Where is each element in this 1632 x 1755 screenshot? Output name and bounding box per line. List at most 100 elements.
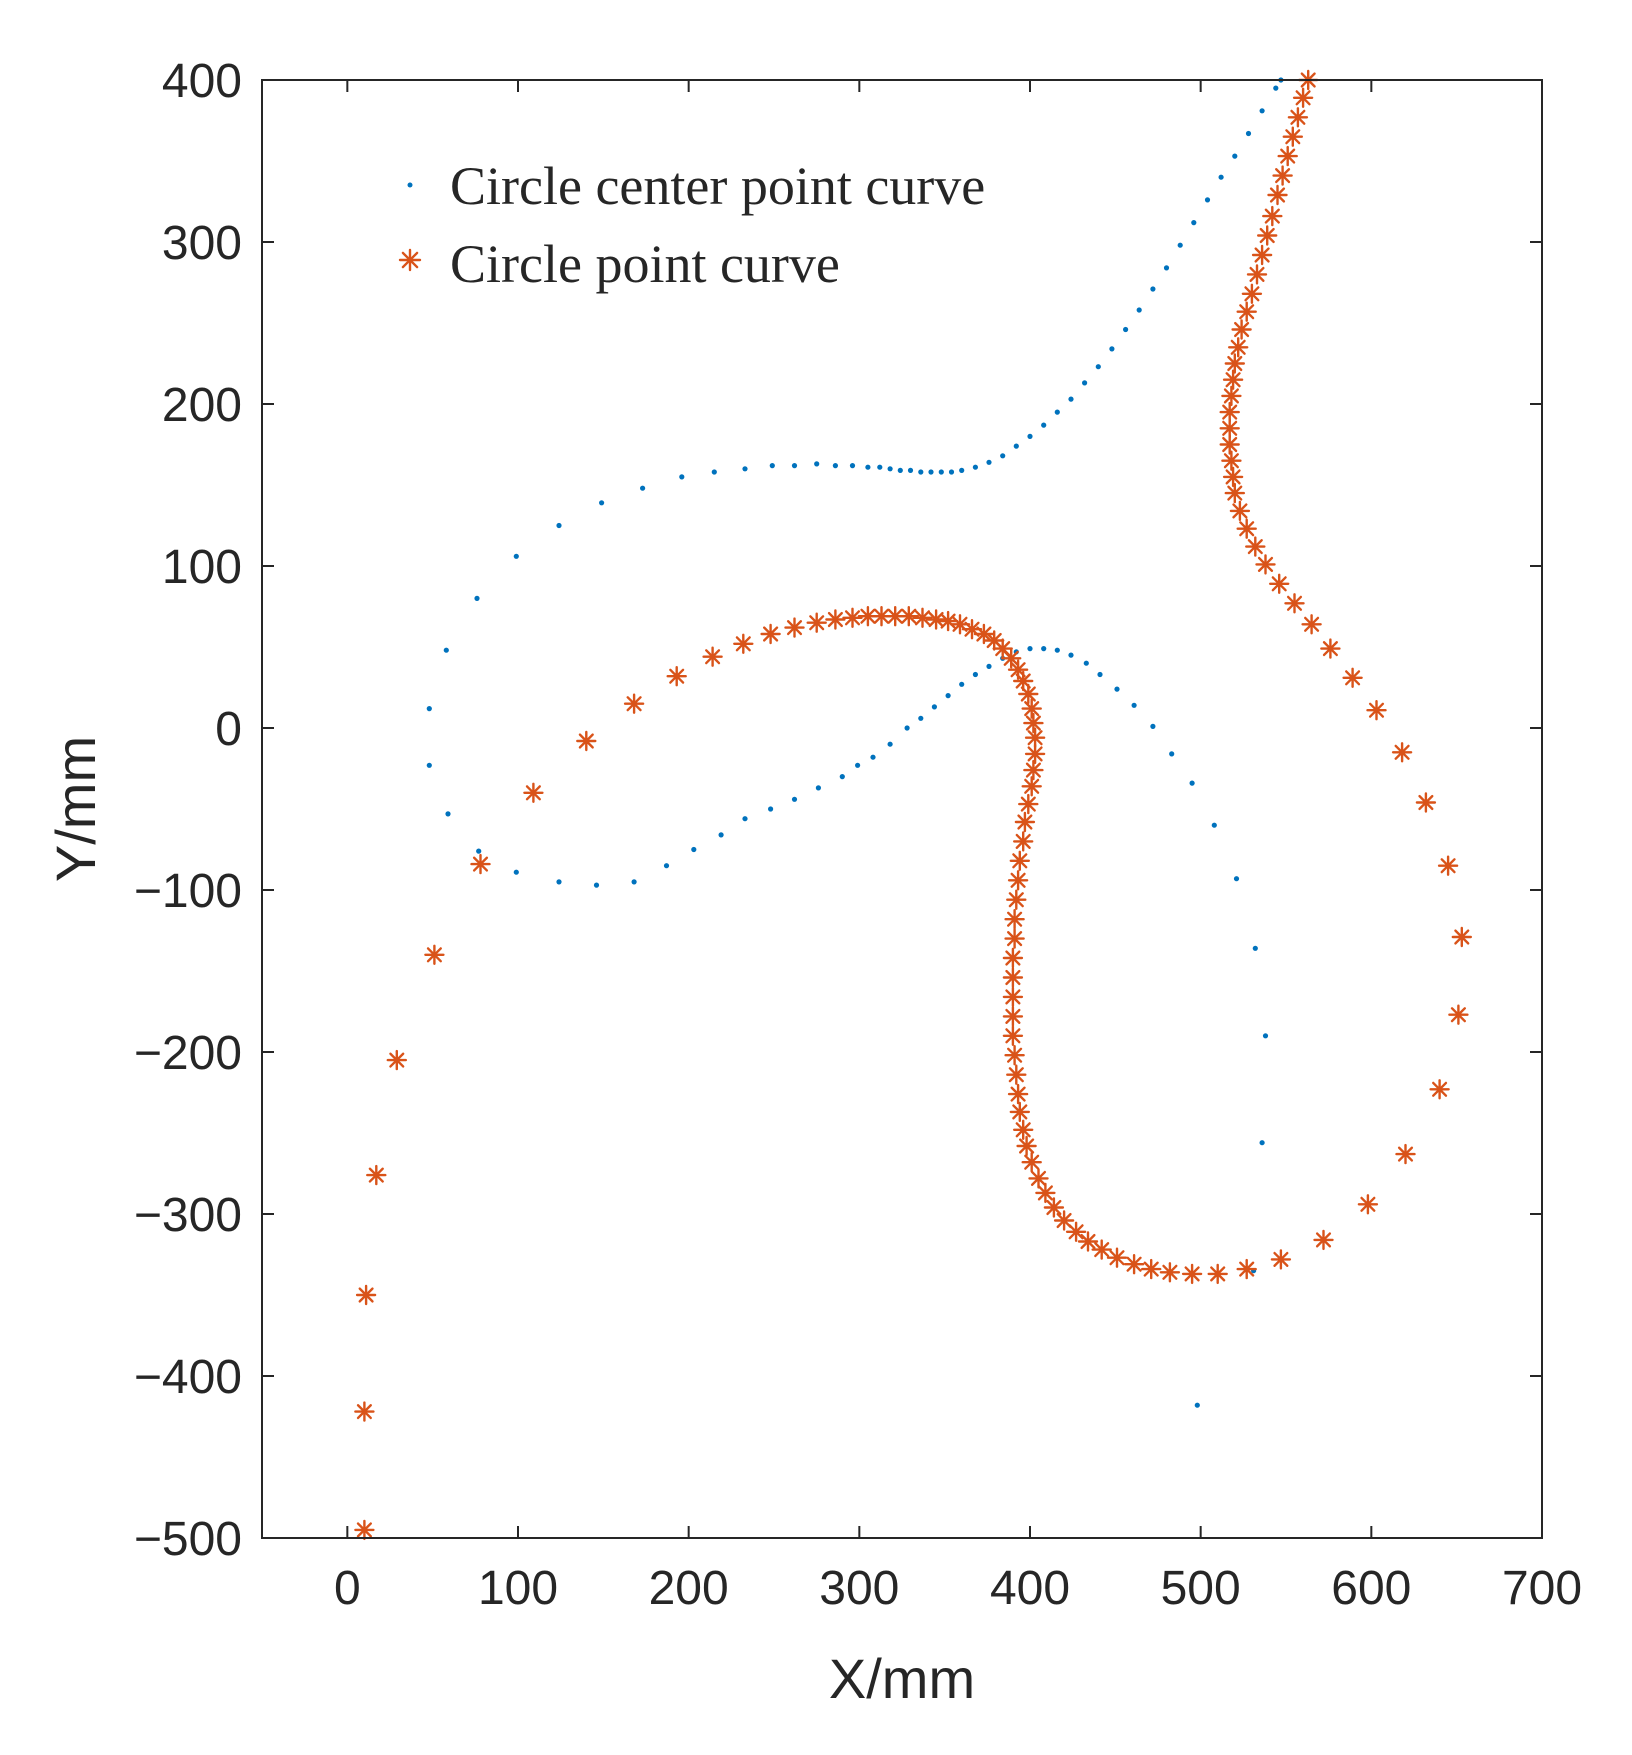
data-point-circle bbox=[1448, 1004, 1469, 1025]
legend-star-glyph bbox=[398, 248, 422, 272]
data-point-center bbox=[928, 469, 934, 475]
data-point-circle bbox=[925, 609, 947, 630]
data-point-circle bbox=[1222, 466, 1244, 488]
data-point-center bbox=[1252, 945, 1258, 951]
data-point-center bbox=[870, 754, 876, 760]
data-point-circle bbox=[1231, 319, 1252, 340]
data-point-circle bbox=[937, 610, 959, 632]
data-point-center bbox=[1191, 220, 1197, 226]
data-point-circle bbox=[1221, 385, 1242, 407]
data-point-circle bbox=[1014, 811, 1036, 833]
data-point-circle bbox=[1006, 1064, 1027, 1085]
data-point-center bbox=[1211, 822, 1217, 828]
data-point-circle bbox=[1018, 683, 1039, 705]
data-point-circle bbox=[1451, 926, 1473, 948]
data-point-circle bbox=[784, 617, 805, 638]
data-point-center bbox=[897, 467, 903, 473]
legend-label-circle-center: Circle center point curve bbox=[450, 156, 985, 216]
data-point-center bbox=[887, 741, 893, 747]
data-point-circle bbox=[1236, 1258, 1257, 1280]
data-point-center bbox=[849, 463, 856, 469]
x-axis-label: X/mm bbox=[829, 1647, 975, 1710]
data-point-center bbox=[556, 879, 562, 885]
data-point-center bbox=[1233, 876, 1240, 882]
data-point-center bbox=[768, 806, 774, 812]
data-point-circle bbox=[1004, 1044, 1025, 1066]
data-point-center bbox=[1109, 346, 1115, 352]
x-tick-label: 300 bbox=[819, 1562, 899, 1615]
data-point-center bbox=[593, 882, 600, 888]
data-point-circle bbox=[1313, 1229, 1334, 1251]
data-point-center bbox=[1259, 108, 1265, 114]
data-point-center bbox=[1150, 286, 1156, 292]
data-point-circle bbox=[366, 1164, 387, 1186]
data-point-circle bbox=[386, 1049, 407, 1071]
data-point-center bbox=[1095, 364, 1101, 370]
y-tick-label: 300 bbox=[162, 217, 242, 270]
data-point-center bbox=[631, 879, 637, 885]
data-point-circle bbox=[1018, 793, 1039, 815]
data-point-circle bbox=[1140, 1258, 1162, 1280]
data-point-center bbox=[640, 485, 646, 491]
data-point-circle bbox=[1219, 401, 1240, 423]
data-point-circle bbox=[1219, 434, 1240, 455]
data-point-circle bbox=[1053, 1210, 1075, 1231]
data-point-circle bbox=[1065, 1221, 1087, 1243]
data-point-circle bbox=[1415, 792, 1437, 813]
data-point-circle bbox=[1004, 928, 1025, 949]
data-point-circle bbox=[1366, 700, 1387, 721]
data-point-circle bbox=[1028, 1168, 1049, 1189]
data-point-center bbox=[443, 647, 449, 653]
data-point-circle bbox=[1224, 353, 1246, 374]
data-point-circle bbox=[1251, 244, 1273, 266]
y-tick-label: −100 bbox=[134, 865, 242, 918]
x-tick-label: 600 bbox=[1331, 1562, 1411, 1615]
x-tick-label: 0 bbox=[334, 1562, 361, 1615]
data-point-circle bbox=[1009, 850, 1030, 871]
data-point-circle bbox=[973, 623, 995, 645]
data-point-center bbox=[814, 461, 820, 467]
data-point-circle bbox=[1268, 573, 1290, 594]
data-point-center bbox=[1054, 647, 1060, 653]
data-point-circle bbox=[424, 944, 445, 965]
data-point-center bbox=[1259, 1140, 1265, 1146]
data-point-center bbox=[865, 464, 871, 470]
data-point-circle bbox=[1002, 1006, 1024, 1027]
data-point-center bbox=[945, 693, 951, 699]
axes-box bbox=[261, 79, 1543, 1539]
data-point-center bbox=[972, 671, 979, 678]
x-tick-label: 700 bbox=[1502, 1562, 1582, 1615]
data-point-circle bbox=[1002, 947, 1024, 969]
data-point-center bbox=[1232, 153, 1238, 159]
data-point-center bbox=[691, 846, 697, 853]
data-point-circle bbox=[1245, 536, 1266, 557]
series-circle-center-points bbox=[426, 77, 1284, 1408]
data-point-center bbox=[711, 469, 717, 475]
data-point-center bbox=[1041, 422, 1047, 428]
data-point-center bbox=[445, 811, 451, 817]
data-point-circle bbox=[1227, 337, 1249, 358]
data-point-center bbox=[1097, 671, 1103, 678]
data-point-circle bbox=[1013, 831, 1034, 852]
data-point-circle bbox=[1270, 1249, 1292, 1270]
data-point-center bbox=[1245, 130, 1252, 137]
data-point-circle bbox=[1016, 1135, 1037, 1157]
data-point-center bbox=[663, 863, 670, 869]
data-point-circle bbox=[1007, 870, 1029, 891]
data-point-circle bbox=[1282, 126, 1304, 147]
y-tick-label: 400 bbox=[162, 55, 242, 108]
data-point-circle bbox=[1221, 450, 1242, 471]
data-point-circle bbox=[1023, 759, 1044, 781]
data-point-center bbox=[1027, 646, 1033, 652]
data-point-circle bbox=[898, 606, 919, 627]
data-point-center bbox=[815, 785, 822, 791]
data-point-center bbox=[599, 500, 605, 506]
data-point-circle bbox=[1035, 1182, 1056, 1204]
data-point-center bbox=[1189, 780, 1195, 786]
data-point-circle bbox=[1004, 909, 1025, 930]
data-point-circle bbox=[825, 609, 846, 630]
data-point-center bbox=[1054, 409, 1060, 415]
data-point-center bbox=[832, 463, 839, 469]
data-point-circle bbox=[1272, 165, 1293, 186]
data-point-center bbox=[1262, 1033, 1269, 1039]
